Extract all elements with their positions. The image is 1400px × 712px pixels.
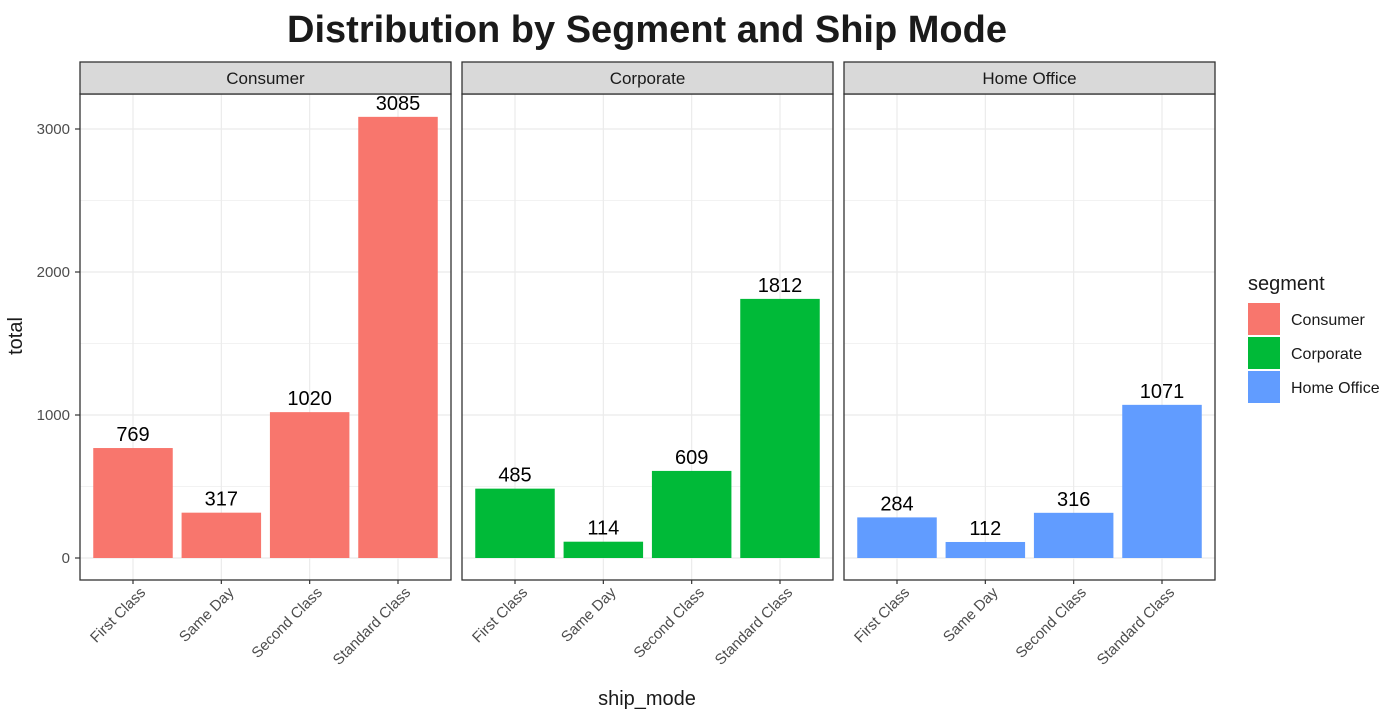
bar — [1033, 512, 1114, 558]
y-tick-label: 0 — [62, 550, 70, 567]
bar — [857, 517, 937, 558]
bar — [740, 298, 820, 558]
data-label: 3085 — [376, 93, 421, 115]
data-label: 316 — [1057, 489, 1090, 511]
data-label: 769 — [116, 424, 149, 446]
data-label: 114 — [587, 518, 619, 540]
data-label: 1071 — [1140, 381, 1185, 403]
legend-swatch — [1248, 371, 1280, 403]
bar — [269, 412, 350, 558]
y-tick-label: 2000 — [37, 264, 70, 281]
data-label: 284 — [880, 493, 913, 515]
data-label: 1020 — [287, 388, 332, 410]
x-tick-label: Second Class — [248, 584, 325, 661]
y-tick-label: 1000 — [37, 407, 70, 424]
x-tick-label: Same Day — [940, 584, 1002, 646]
data-label: 609 — [675, 447, 708, 469]
facet-panel: 485 114 609 1812 Corporate First Class Same Da… — [461, 61, 834, 669]
x-tick-label: Standard Class — [1094, 584, 1179, 669]
facet-strip — [79, 61, 452, 95]
bar — [945, 541, 1026, 558]
chart-title: Distribution by Segment and Ship Mode — [287, 9, 1007, 51]
facet-strip-label: Consumer — [226, 69, 305, 88]
bar — [651, 470, 732, 558]
bar — [358, 116, 438, 558]
legend-swatch — [1248, 337, 1280, 369]
data-label: 112 — [969, 518, 1001, 540]
legend: segment Consumer Corporate Home Office — [1248, 273, 1380, 403]
bar — [563, 541, 644, 558]
facet-strip-label: Home Office — [982, 69, 1076, 88]
bar — [475, 488, 555, 558]
bar — [93, 448, 173, 558]
legend-label: Home Office — [1291, 380, 1380, 397]
x-tick-label: Same Day — [558, 584, 620, 646]
facet-panel: 769 317 1020 3085 Consumer First Class Same Da… — [79, 61, 452, 669]
bar — [1122, 404, 1202, 558]
x-tick-label: Standard Class — [712, 584, 797, 669]
x-tick-label: First Class — [469, 584, 531, 646]
data-label: 317 — [205, 489, 238, 511]
y-axis-title: total — [5, 317, 27, 355]
x-tick-label: Same Day — [176, 584, 238, 646]
facet-panel: 284 112 316 1071 Home Office First Class Same … — [843, 61, 1216, 669]
bar — [181, 512, 262, 558]
facet-strip-label: Corporate — [610, 69, 686, 88]
facet-strip — [843, 61, 1216, 95]
legend-label: Consumer — [1291, 312, 1365, 329]
legend-label: Corporate — [1291, 346, 1362, 363]
data-label: 485 — [498, 465, 531, 487]
data-label: 1812 — [758, 275, 803, 297]
x-tick-label: Standard Class — [330, 584, 415, 669]
facets-layer: 769 317 1020 3085 Consumer First Class Same Da… — [79, 61, 1216, 669]
y-axis: 0 1000 2000 3000 — [37, 121, 80, 567]
y-tick-label: 3000 — [37, 121, 70, 138]
legend-entries: Consumer Corporate Home Office — [1248, 303, 1380, 403]
x-tick-label: First Class — [851, 584, 913, 646]
legend-swatch — [1248, 303, 1280, 335]
x-tick-label: Second Class — [1012, 584, 1089, 661]
x-tick-label: First Class — [87, 584, 149, 646]
x-tick-label: Second Class — [630, 584, 707, 661]
facet-strip — [461, 61, 834, 95]
x-axis-title: ship_mode — [598, 688, 696, 710]
legend-title: segment — [1248, 273, 1325, 295]
